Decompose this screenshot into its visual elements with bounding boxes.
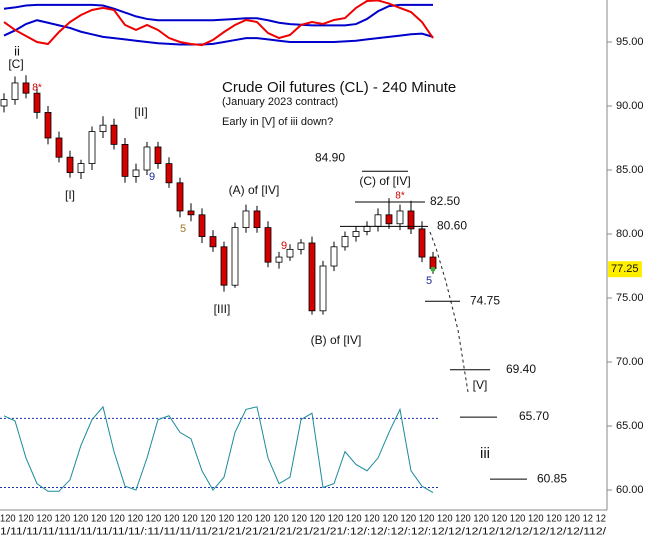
y-tick-label: 70.00: [616, 356, 644, 368]
wave-label: 5: [180, 223, 186, 235]
chart-note: Early in [V] of iii down?: [222, 116, 333, 128]
candle-body: [264, 227, 272, 263]
wave-label: [V]: [473, 378, 488, 392]
price-tag-label: 77.25: [611, 263, 639, 275]
level-label: 82.50: [430, 194, 460, 208]
candle-body: [286, 248, 294, 258]
candle-body: [11, 82, 19, 100]
wave-label: [II]: [134, 105, 147, 119]
candle-body: [143, 146, 151, 171]
chart-title: Crude Oil futures (CL) - 240 Minute: [222, 79, 456, 96]
wave-label: 9: [281, 240, 287, 252]
candle-body: [407, 210, 415, 230]
candle-body: [99, 124, 107, 132]
wave-label: iii: [480, 445, 490, 462]
price-tag: [608, 261, 642, 278]
oscillator-line: [3, 405, 434, 494]
wave-label: [III]: [214, 302, 231, 316]
candle-body: [187, 210, 195, 216]
x-axis-labels: 1/11/11/11/111/11/11/11/11/:11/11/11/11/…: [0, 527, 606, 538]
y-tick-label: 60.00: [616, 484, 644, 496]
candle-body: [110, 124, 118, 145]
candle-body: [165, 163, 173, 184]
candle-body: [341, 236, 349, 248]
y-tick-label: 75.00: [616, 292, 644, 304]
x-axis-labels: 120 120 120 120 120 120 120 120 120 120 …: [0, 514, 606, 525]
candle-body: [374, 214, 382, 227]
candle-body: [88, 131, 96, 164]
candle-body: [33, 92, 41, 113]
candle-body: [352, 231, 360, 237]
candle-body: [132, 169, 140, 177]
level-label: 65.70: [519, 409, 549, 423]
candle-body: [154, 146, 162, 164]
level-label: 80.60: [437, 218, 467, 232]
candle-body: [22, 82, 30, 94]
wave-label: (C) of [IV]: [359, 174, 410, 188]
candle-body: [121, 143, 129, 177]
candle-body: [198, 214, 206, 237]
candle-body: [44, 111, 52, 139]
last-price-dot: [430, 266, 436, 272]
level-label: 74.75: [470, 293, 500, 307]
candle-body: [363, 225, 371, 232]
candle-body: [275, 256, 283, 263]
candle-body: [319, 265, 327, 312]
candle-body: [330, 246, 338, 267]
y-tick-label: 80.00: [616, 228, 644, 240]
wave-label: 8*: [395, 191, 405, 202]
chart-subtitle: (January 2023 contract): [222, 96, 338, 108]
wave-label: [I]: [65, 188, 75, 202]
wave-label: 5: [426, 275, 432, 287]
level-label: 84.90: [315, 150, 345, 164]
y-tick-label: 95.00: [616, 36, 644, 48]
level-label: 69.40: [506, 362, 536, 376]
candle-body: [385, 214, 393, 225]
candle-body: [77, 163, 85, 173]
candle-body: [396, 210, 404, 225]
level-label: 60.85: [537, 471, 567, 485]
y-tick-label: 85.00: [616, 164, 644, 176]
candle-body: [220, 246, 228, 286]
y-tick-label: 90.00: [616, 100, 644, 112]
wave-label: 8*: [32, 83, 42, 94]
candle-body: [253, 210, 261, 229]
candle-body: [176, 182, 184, 212]
candle-body: [66, 156, 74, 173]
band-line: [3, 19, 434, 46]
projection-path: [429, 231, 469, 393]
candle-body: [231, 227, 239, 286]
candle-body: [418, 228, 426, 258]
candle-body: [297, 242, 305, 250]
candle-body: [209, 236, 217, 248]
wave-label: ii: [14, 43, 20, 58]
band-line: [3, 3, 433, 27]
candle-body: [308, 242, 316, 312]
wave-label: (B) of [IV]: [311, 333, 362, 347]
candle-body: [0, 99, 8, 107]
candle-body: [55, 137, 63, 158]
candle-body: [242, 210, 250, 229]
wave-label: [C]: [8, 57, 23, 71]
wave-label: 9: [149, 171, 155, 183]
wave-label: (A) of [IV]: [229, 183, 280, 197]
y-tick-label: 65.00: [616, 420, 644, 432]
band-line: [3, 0, 434, 47]
